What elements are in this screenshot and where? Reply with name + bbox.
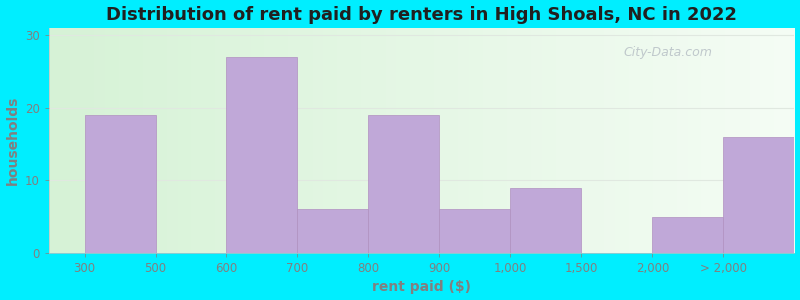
Bar <box>85 115 155 253</box>
Bar <box>439 209 510 253</box>
Bar <box>369 115 439 253</box>
Bar <box>510 188 582 253</box>
Bar <box>298 209 369 253</box>
X-axis label: rent paid ($): rent paid ($) <box>372 280 471 294</box>
Y-axis label: households: households <box>6 96 19 185</box>
Text: City-Data.com: City-Data.com <box>623 46 712 59</box>
Bar <box>723 137 794 253</box>
Title: Distribution of rent paid by renters in High Shoals, NC in 2022: Distribution of rent paid by renters in … <box>106 6 738 24</box>
Bar <box>653 217 723 253</box>
Bar <box>226 57 298 253</box>
